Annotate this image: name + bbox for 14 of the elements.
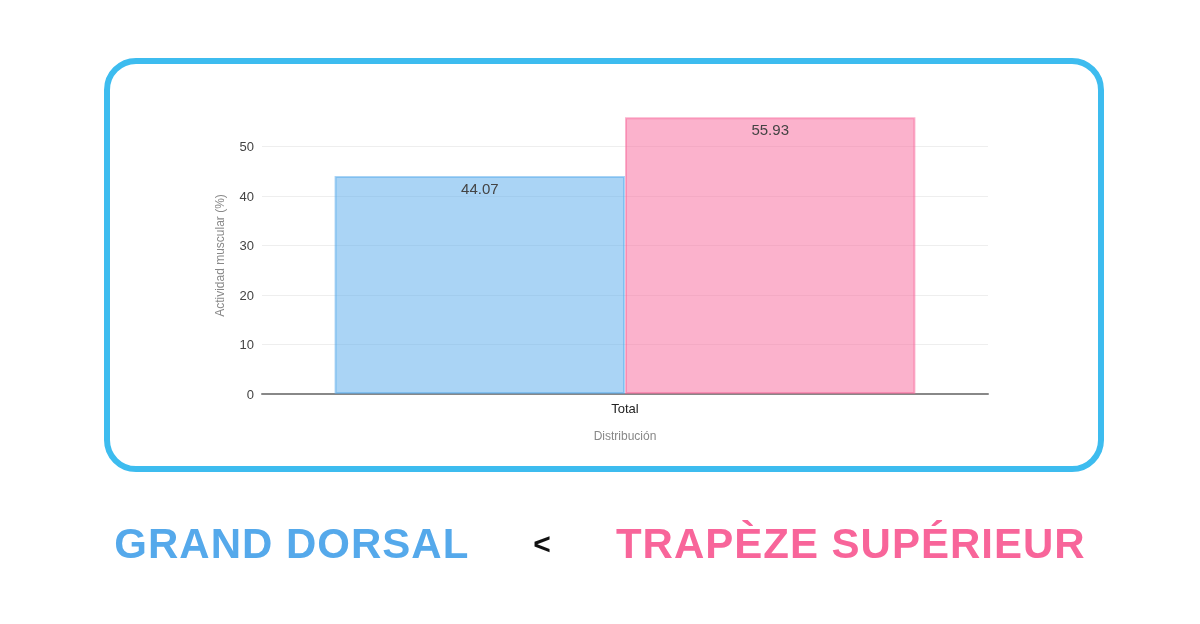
y-tick-label: 10 — [239, 337, 254, 353]
y-tick-label: 40 — [239, 188, 254, 204]
text: < — [533, 527, 552, 561]
y-tick-label: 0 — [246, 386, 254, 402]
y-tick-label: 20 — [239, 287, 254, 303]
text: GRAND DORSAL — [114, 520, 470, 568]
data-label: 55.93 — [751, 121, 789, 139]
y-axis-title: Actividad muscular (%) — [213, 194, 227, 317]
y-tick-label: 30 — [239, 238, 254, 254]
x-axis-title: Distribución — [593, 429, 657, 443]
y-tick-label: 50 — [239, 139, 254, 155]
data-label: 44.07 — [461, 180, 499, 198]
text: TRAPÈZE SUPÉRIEUR — [615, 520, 1086, 568]
x-tick-label: Total — [611, 401, 639, 416]
